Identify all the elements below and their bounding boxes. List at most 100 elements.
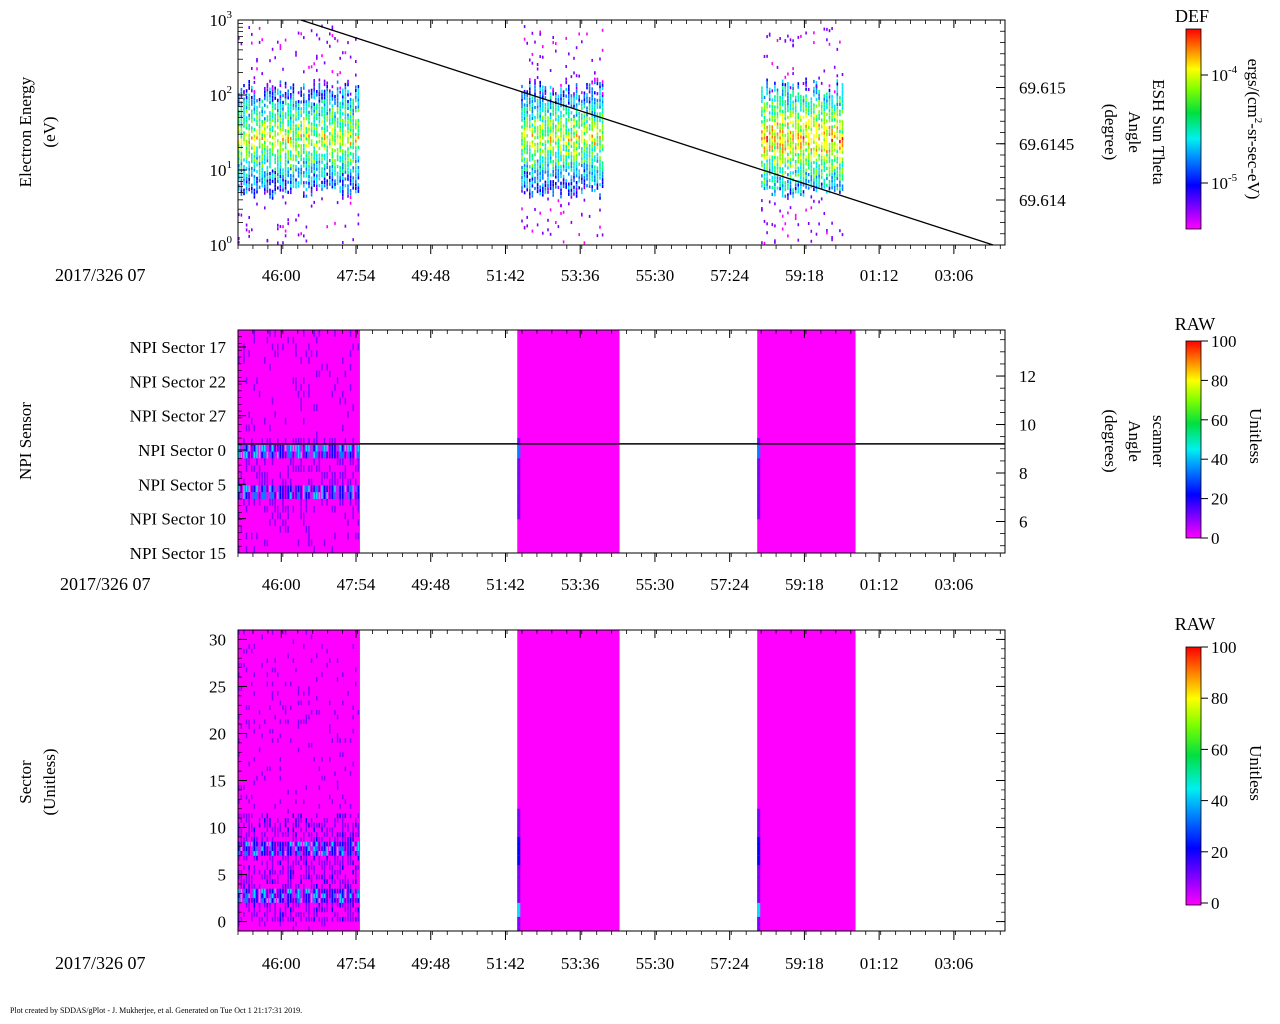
spectrogram-cell — [323, 184, 326, 188]
spectrogram-cell — [521, 115, 523, 119]
spectrogram-cell — [251, 884, 253, 889]
spectrogram-cell — [284, 139, 287, 143]
spectrogram-cell — [269, 907, 271, 913]
spectrogram-cell — [800, 115, 802, 119]
spectrogram-cell — [258, 888, 261, 894]
spectrogram-cell — [787, 166, 789, 170]
spectrogram-cell — [820, 145, 823, 149]
spectrogram-cell — [779, 139, 781, 143]
spectrogram-cell — [797, 169, 800, 174]
spectrogram-cell — [568, 128, 570, 132]
spectrogram-cell — [526, 164, 528, 168]
spectrogram-cell — [578, 145, 580, 149]
spectrogram-cell — [573, 98, 575, 102]
spectrogram-cell — [839, 119, 841, 123]
spectrogram-cell — [331, 898, 334, 903]
spectrogram-cell — [303, 234, 305, 238]
spectrogram-cell — [329, 478, 331, 486]
spectrogram-cell — [274, 181, 276, 185]
spectrogram-cell — [342, 478, 344, 486]
spectrogram-cell — [542, 183, 544, 187]
spectrogram-cell — [802, 99, 805, 103]
spectrogram-cell — [287, 465, 289, 472]
spectrogram-cell — [300, 107, 302, 111]
spectrogram-cell — [583, 121, 586, 126]
spectrogram-cell — [295, 898, 297, 903]
spectrogram-cell — [831, 169, 833, 173]
spectrogram-cell — [531, 113, 534, 117]
spectrogram-cell — [534, 159, 536, 164]
spectrogram-cell — [305, 526, 308, 533]
spectrogram-cell — [321, 672, 323, 677]
spectrogram-cell — [305, 171, 308, 175]
spectrogram-cell — [295, 218, 297, 222]
spectrogram-cell — [357, 182, 360, 187]
spectrogram-cell — [329, 121, 331, 125]
spectrogram-cell — [261, 634, 263, 640]
spectrogram-cell — [781, 147, 784, 151]
spectrogram-cell — [271, 95, 274, 99]
spectrogram-cell — [248, 841, 250, 847]
spectrogram-cell — [316, 832, 318, 837]
spectrogram-cell — [802, 105, 805, 109]
spectrogram-cell — [264, 93, 266, 97]
spectrogram-cell — [305, 888, 308, 894]
spectrogram-cell — [300, 124, 302, 128]
spectrogram-cell — [334, 898, 336, 903]
spectrogram-cell — [347, 123, 349, 127]
spectrogram-cell — [308, 888, 310, 894]
spectrogram-cell — [264, 103, 266, 107]
spectrogram-cell — [560, 164, 562, 168]
spectrogram-cell — [342, 832, 344, 837]
spectrogram-cell — [552, 170, 554, 174]
spectrogram-cell — [757, 451, 761, 459]
spectrogram-cell — [810, 195, 813, 199]
spectrogram-cell — [779, 183, 781, 187]
spectrogram-cell — [818, 123, 820, 127]
spectrogram-cell — [277, 125, 279, 129]
spectrogram-cell — [329, 465, 331, 472]
spectrogram-cell — [248, 86, 250, 90]
spectrogram-cell — [279, 95, 282, 99]
spectrogram-cell — [292, 184, 295, 188]
spectrogram-cell — [349, 128, 352, 132]
spectrogram-cell — [355, 190, 357, 194]
spectrogram-cell — [349, 111, 352, 115]
spectrogram-cell — [547, 119, 549, 123]
spectrogram-cell — [800, 155, 802, 159]
spectrogram-cell — [310, 186, 313, 190]
spectrogram-cell — [820, 169, 823, 173]
spectrogram-cell — [313, 160, 315, 164]
spectrogram-cell — [238, 841, 240, 847]
spectrogram-cell — [771, 108, 774, 112]
spectrogram-cell — [552, 119, 554, 123]
spectrogram-cell — [355, 478, 357, 486]
spectrogram-cell — [797, 173, 800, 177]
spectrogram-cell — [243, 171, 245, 175]
spectrogram-cell — [245, 116, 248, 120]
spectrogram-cell — [568, 138, 570, 142]
spectrogram-cell — [264, 184, 266, 188]
spectrogram-cell — [292, 888, 295, 894]
spectrogram-cell — [305, 485, 308, 493]
spectrogram-cell — [771, 118, 774, 122]
spectrogram-cell — [810, 107, 813, 111]
spectrogram-cell — [339, 879, 341, 884]
spectrogram-cell — [349, 182, 352, 186]
spectrogram-cell — [810, 137, 813, 142]
spectrogram-cell — [591, 81, 593, 85]
spectrogram-cell — [264, 471, 266, 479]
spectrogram-cell — [763, 102, 766, 106]
spectrogram-cell — [266, 485, 269, 493]
spectrogram-cell — [287, 157, 289, 161]
spectrogram-cell — [552, 132, 554, 137]
spectrogram-cell — [269, 188, 271, 192]
spectrogram-cell — [323, 907, 326, 913]
spectrogram-cell — [555, 97, 557, 101]
spectrogram-cell — [802, 115, 805, 120]
spectrogram-cell — [539, 124, 541, 128]
spectrogram-cell — [766, 102, 768, 106]
spectrogram-cell — [326, 471, 328, 479]
spectrogram-cell — [573, 165, 575, 169]
spectrogram-cell — [313, 176, 315, 181]
